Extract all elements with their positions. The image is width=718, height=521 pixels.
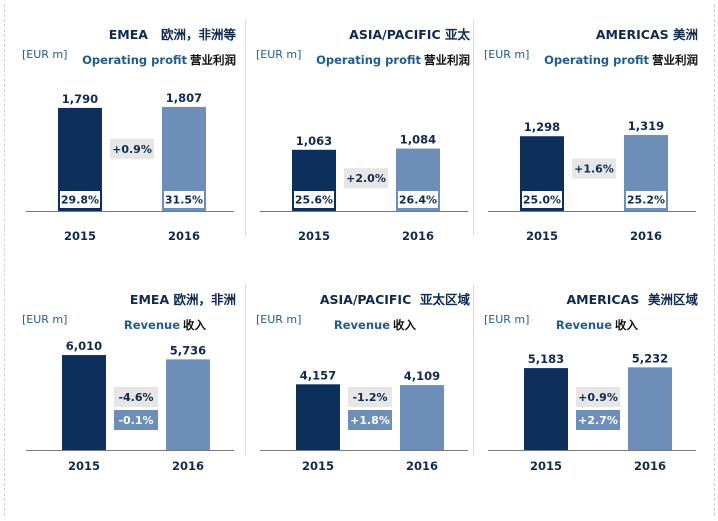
value-label-2016: 1,084 xyxy=(400,133,436,147)
emea-operating-profit-chart: 1,790 2015 29.8% 1,807 2016 31.5% +0.9% xyxy=(26,91,234,243)
metric-label: Operating profit 营业利润 xyxy=(544,53,698,67)
change-box xyxy=(114,387,158,407)
region-title: AMERICAS 美洲区域 xyxy=(566,292,698,307)
column-divider xyxy=(473,20,474,235)
americas-operating-profit-chart: 1,298 2015 25.0% 1,319 2016 25.2% +1.6% xyxy=(488,119,696,243)
value-label-2015: 4,157 xyxy=(300,368,336,382)
year-label-2015: 2015 xyxy=(302,459,334,473)
change-box xyxy=(576,387,620,407)
change-box xyxy=(348,387,392,407)
change-box xyxy=(348,410,392,430)
margin-label-2015: 29.8% xyxy=(61,194,99,207)
margin-label-2016: 31.5% xyxy=(165,194,203,207)
value-label-2016: 1,807 xyxy=(166,91,202,105)
change-box xyxy=(576,410,620,430)
value-label-2015: 5,183 xyxy=(528,352,564,366)
metric-label: Revenue 收入 xyxy=(333,318,416,332)
year-label-2016: 2016 xyxy=(402,229,434,243)
unit-label: [EUR m] xyxy=(484,313,530,326)
change-label: +2.0% xyxy=(346,172,386,185)
value-label-2016: 4,109 xyxy=(404,369,440,383)
year-label-2015: 2015 xyxy=(64,229,96,243)
column-divider xyxy=(245,20,246,235)
year-label-2015: 2015 xyxy=(298,229,330,243)
column-divider xyxy=(245,285,246,455)
year-label-2016: 2016 xyxy=(168,229,200,243)
region-title: ASIA/PACIFIC 亚太 xyxy=(349,27,470,42)
margin-box-2015 xyxy=(60,191,100,208)
change-box xyxy=(110,138,154,159)
change-box xyxy=(572,158,616,179)
change-label: +1.6% xyxy=(574,163,614,176)
margin-box-2016 xyxy=(626,191,666,208)
value-label-2015: 1,790 xyxy=(62,92,98,106)
emea-revenue-chart: 6,010 2015 5,736 2016 -4.6% -0.1% xyxy=(26,339,234,473)
change-label: -4.6% xyxy=(118,391,153,404)
margin-label-2015: 25.0% xyxy=(523,194,561,207)
region-title: AMERICAS 美洲 xyxy=(595,27,698,42)
unit-label: [EUR m] xyxy=(22,313,68,326)
asia-pacific-revenue-chart: 4,157 2015 4,109 2016 -1.2% +1.8% xyxy=(260,368,468,473)
emea-operating-profit-panel: EMEA 欧洲，非洲等 [EUR m] Operating profit 营业利润… xyxy=(22,24,242,256)
bar-2015 xyxy=(296,384,340,450)
metric-label: Revenue 收入 xyxy=(123,318,206,332)
value-label-2015: 1,063 xyxy=(296,134,332,148)
asia-pacific-operating-profit-panel: ASIA/PACIFIC 亚太 [EUR m] Operating profit… xyxy=(256,24,476,256)
year-label-2016: 2016 xyxy=(406,459,438,473)
unit-label: [EUR m] xyxy=(256,48,302,61)
margin-label-2015: 25.6% xyxy=(295,194,333,207)
margin-box-2015 xyxy=(522,191,562,208)
value-label-2016: 1,319 xyxy=(628,119,664,133)
year-label-2015: 2015 xyxy=(526,229,558,243)
change-label: -1.2% xyxy=(352,391,387,404)
bar-2016 xyxy=(166,359,210,450)
metric-label: Operating profit 营业利润 xyxy=(316,53,470,67)
value-label-2016: 5,232 xyxy=(632,351,668,365)
region-title: EMEA 欧洲，非洲 xyxy=(129,292,236,307)
change-label: +2.7% xyxy=(578,414,618,427)
unit-label: [EUR m] xyxy=(256,313,302,326)
year-label-2016: 2016 xyxy=(172,459,204,473)
margin-box-2015 xyxy=(294,191,334,208)
bar-2016 xyxy=(628,367,672,450)
margin-box-2016 xyxy=(164,191,204,208)
year-label-2015: 2015 xyxy=(530,459,562,473)
asia-pacific-revenue-panel: ASIA/PACIFIC 亚太区域 [EUR m] Revenue 收入 4,15… xyxy=(256,289,476,521)
change-label: +0.9% xyxy=(578,391,618,404)
americas-operating-profit-panel: AMERICAS 美洲 [EUR m] Operating profit 营业利润… xyxy=(484,24,704,256)
value-label-2015: 1,298 xyxy=(524,120,560,134)
change-box xyxy=(344,168,388,189)
margin-label-2016: 26.4% xyxy=(399,194,437,207)
value-label-2015: 6,010 xyxy=(66,339,102,353)
unit-label: [EUR m] xyxy=(484,48,530,61)
year-label-2016: 2016 xyxy=(634,459,666,473)
asia-pacific-operating-profit-chart: 1,063 2015 25.6% 1,084 2016 26.4% +2.0% xyxy=(260,133,468,243)
region-title: EMEA 欧洲，非洲等 xyxy=(108,27,236,42)
emea-revenue-panel: EMEA 欧洲，非洲 [EUR m] Revenue 收入 6,010 2015 5,… xyxy=(22,289,242,521)
unit-label: [EUR m] xyxy=(22,48,68,61)
change-label: +0.9% xyxy=(112,143,152,156)
metric-label: Operating profit 营业利润 xyxy=(82,53,236,67)
americas-revenue-panel: AMERICAS 美洲区域 [EUR m] Revenue 收入 5,183 201… xyxy=(484,289,704,521)
page-frame xyxy=(4,4,715,516)
americas-revenue-chart: 5,183 2015 5,232 2016 +0.9% +2.7% xyxy=(488,351,696,473)
change-label: +1.8% xyxy=(350,414,390,427)
region-title: ASIA/PACIFIC 亚太区域 xyxy=(319,292,470,307)
bar-2015 xyxy=(62,355,106,450)
margin-label-2016: 25.2% xyxy=(627,194,665,207)
metric-label: Revenue 收入 xyxy=(555,318,638,332)
bar-2016 xyxy=(400,385,444,450)
margin-box-2016 xyxy=(398,191,438,208)
year-label-2015: 2015 xyxy=(68,459,100,473)
bar-2015 xyxy=(524,368,568,450)
column-divider xyxy=(473,285,474,455)
year-label-2016: 2016 xyxy=(630,229,662,243)
value-label-2016: 5,736 xyxy=(170,343,206,357)
change-label: -0.1% xyxy=(118,414,153,427)
change-box xyxy=(114,410,158,430)
